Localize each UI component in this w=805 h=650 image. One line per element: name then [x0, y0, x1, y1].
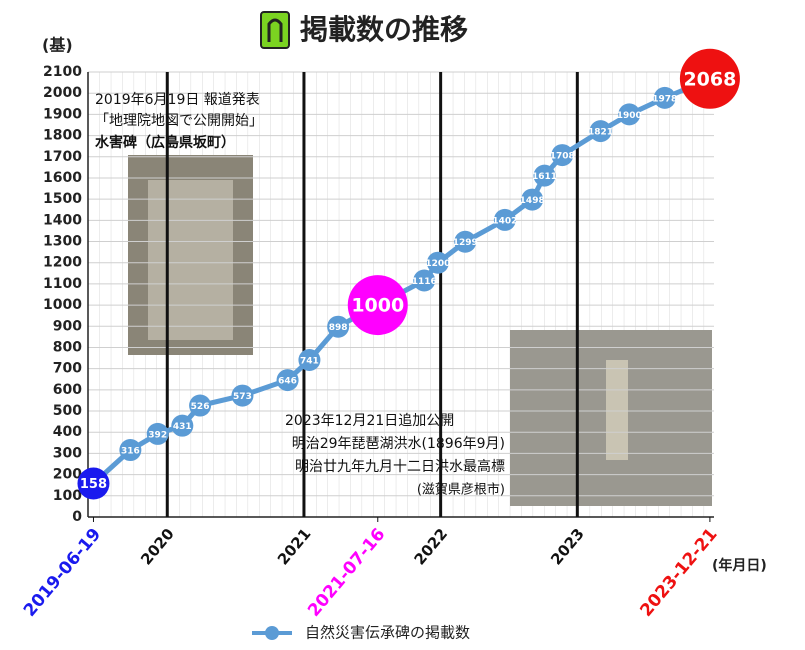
y-tick-label: 400 — [53, 424, 82, 440]
marker — [521, 188, 544, 211]
y-tick-label: 1100 — [43, 276, 82, 292]
data-label: 1498 — [520, 196, 545, 206]
y-tick-label: 1300 — [43, 234, 82, 250]
marker — [618, 103, 641, 126]
y-tick-label: 800 — [53, 339, 82, 355]
data-label: 392 — [148, 430, 167, 440]
marker — [231, 384, 254, 407]
data-label: 1821 — [588, 128, 613, 138]
data-label: 1900 — [617, 111, 642, 121]
annotation: 明治29年琵琶湖洪水(1896年9月) — [292, 436, 505, 452]
title-icon — [260, 11, 290, 49]
data-label: 1116 — [412, 277, 437, 287]
y-tick-label: 1400 — [43, 212, 82, 228]
annotation: 明治廿九年九月十二日洪水最高標 — [295, 458, 505, 475]
annotation: 「地理院地図で公開開始」 — [95, 113, 263, 129]
data-label: 1299 — [453, 238, 478, 248]
data-label: 1978 — [652, 94, 677, 104]
y-tick-label: 300 — [53, 445, 82, 461]
marker — [533, 164, 556, 187]
marker — [327, 315, 350, 338]
photo — [606, 360, 628, 460]
y-tick-label: 1200 — [43, 255, 82, 271]
x-tick-label: 2023 — [547, 525, 588, 569]
marker — [146, 422, 169, 445]
marker — [679, 48, 740, 109]
y-tick-label: 1500 — [43, 191, 82, 207]
y-axis-label: (基) — [42, 36, 73, 55]
data-label: 526 — [191, 402, 210, 412]
marker — [426, 251, 449, 274]
data-label: 2068 — [683, 68, 736, 90]
annotation: 水害碑（広島県坂町） — [95, 134, 235, 151]
x-tick-label: 2019-06-19 — [20, 525, 105, 621]
y-tick-label: 1700 — [43, 149, 82, 165]
annotation: (滋賀県彦根市) — [417, 482, 505, 498]
data-label: 898 — [329, 323, 348, 333]
y-tick-label: 2100 — [43, 64, 82, 80]
marker — [77, 467, 110, 500]
y-tick-label: 1000 — [43, 297, 82, 313]
data-label: 316 — [121, 447, 140, 457]
x-tick-label: 2020 — [137, 525, 178, 569]
y-tick-label: 900 — [53, 318, 82, 334]
plot: 0 100 200 300 400 500 600 700 800 900 1000 1100 1200… — [20, 48, 740, 621]
legend: 自然災害伝承碑の掲載数 — [252, 624, 470, 642]
x-tick-label: 2023-12-21 — [636, 525, 721, 621]
x-tick-label: 2021-07-16 — [304, 525, 389, 621]
y-tick-label: 500 — [53, 403, 82, 419]
y-tick-label: 100 — [53, 488, 82, 504]
x-tick-label: 2022 — [411, 525, 452, 569]
data-label: 1000 — [351, 295, 404, 317]
marker — [347, 275, 408, 336]
data-label: 1708 — [550, 152, 575, 162]
marker — [454, 230, 477, 253]
legend-label: 自然災害伝承碑の掲載数 — [305, 624, 470, 642]
marker — [189, 394, 212, 417]
y-tick-label: 0 — [72, 509, 82, 525]
annotation: 2019年6月19日 報道発表 — [95, 92, 260, 108]
marker — [276, 369, 299, 392]
marker — [119, 439, 142, 462]
marker — [298, 348, 321, 371]
marker — [653, 86, 676, 109]
marker — [551, 144, 574, 167]
data-label: 1200 — [425, 259, 450, 269]
data-label: 573 — [233, 392, 252, 402]
data-label: 158 — [80, 477, 107, 492]
legend-marker — [265, 626, 279, 640]
marker — [171, 414, 194, 437]
marker — [493, 208, 516, 231]
data-label: 646 — [278, 377, 297, 387]
y-tick-label: 700 — [53, 361, 82, 377]
y-tick-label: 600 — [53, 382, 82, 398]
data-label: 1611 — [532, 172, 557, 182]
marker — [413, 269, 436, 292]
data-label: 431 — [173, 422, 192, 432]
x-axis-label: (年月日) — [712, 557, 767, 574]
photo — [148, 180, 233, 340]
y-tick-label: 1800 — [43, 128, 82, 144]
y-tick-label: 1600 — [43, 170, 82, 186]
data-label: 1402 — [492, 216, 517, 226]
annotation: 2023年12月21日追加公開 — [285, 413, 454, 429]
chart-title: 掲載数の推移 — [300, 13, 468, 46]
y-tick-label: 1900 — [43, 106, 82, 122]
marker — [589, 120, 612, 143]
y-tick-label: 2000 — [43, 85, 82, 101]
x-tick-label: 2021 — [274, 525, 315, 569]
data-label: 741 — [300, 356, 319, 366]
y-tick-label: 200 — [53, 467, 82, 483]
